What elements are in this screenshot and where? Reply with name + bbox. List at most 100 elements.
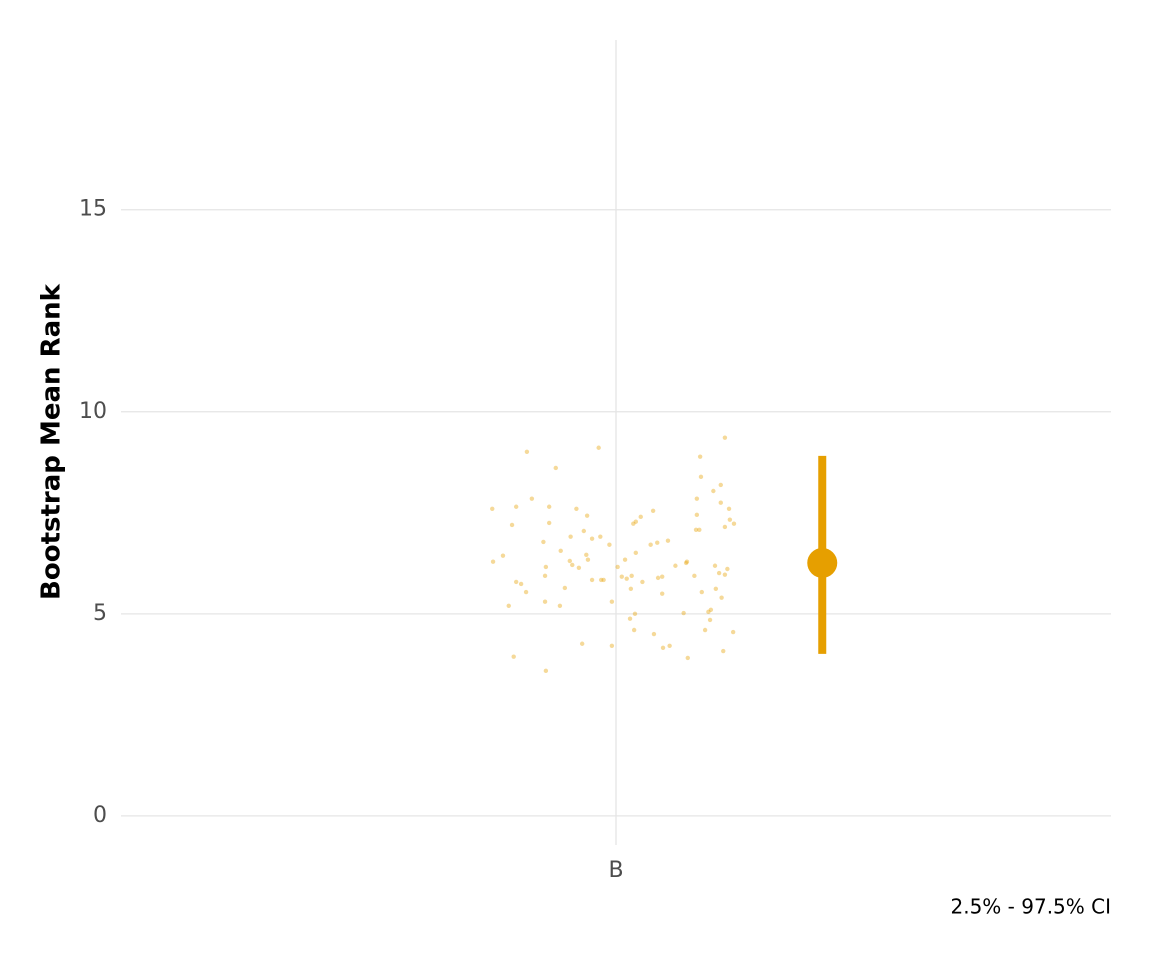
- point: [542, 599, 548, 604]
- point: [681, 610, 686, 616]
- point: [655, 575, 661, 581]
- point: [633, 519, 638, 524]
- point: [511, 654, 516, 659]
- point: [542, 573, 548, 579]
- point: [615, 564, 620, 570]
- y-axis-label: Bootstrap Mean Rank: [37, 283, 67, 600]
- point: [607, 542, 612, 547]
- y-tick-label: 5: [93, 601, 107, 626]
- point: [574, 506, 579, 511]
- point: [589, 577, 595, 583]
- point: [624, 576, 629, 581]
- point: [579, 641, 585, 646]
- point: [628, 586, 634, 591]
- point: [513, 579, 519, 585]
- point: [655, 540, 660, 545]
- point: [576, 565, 582, 570]
- point: [596, 445, 601, 450]
- point: [698, 474, 704, 480]
- point: [716, 570, 722, 576]
- point: [685, 655, 690, 661]
- point: [731, 521, 737, 526]
- point: [546, 520, 552, 526]
- point: [490, 506, 495, 511]
- mean-point: [807, 547, 838, 578]
- point: [529, 496, 535, 501]
- point: [697, 527, 702, 532]
- point: [541, 539, 546, 545]
- point: [562, 585, 568, 591]
- point: [660, 645, 666, 650]
- point: [568, 534, 573, 539]
- point: [684, 559, 690, 564]
- point: [622, 557, 628, 562]
- point: [509, 522, 515, 528]
- point: [712, 563, 718, 568]
- point: [697, 454, 703, 459]
- point: [683, 560, 689, 566]
- point: [708, 607, 714, 613]
- point: [567, 558, 572, 564]
- point: [692, 573, 697, 579]
- y-tick-label: 0: [93, 803, 107, 828]
- point: [726, 506, 732, 511]
- caption: 2.5% - 97.5% CI: [951, 895, 1112, 919]
- point: [722, 572, 728, 577]
- point: [543, 564, 549, 570]
- point: [718, 500, 723, 505]
- point: [702, 627, 708, 633]
- point: [673, 563, 678, 568]
- point: [706, 609, 711, 615]
- point: [524, 449, 530, 454]
- point: [609, 599, 615, 604]
- y-tick-label: 10: [79, 399, 107, 424]
- point: [693, 527, 699, 532]
- point: [631, 627, 637, 633]
- point: [543, 668, 549, 674]
- point: [667, 643, 672, 648]
- point: [718, 482, 723, 488]
- point: [633, 550, 638, 556]
- point: [584, 552, 589, 558]
- point: [609, 643, 615, 648]
- point: [513, 504, 519, 509]
- point: [632, 611, 638, 617]
- y-tick-label: 15: [79, 197, 107, 222]
- point: [546, 504, 552, 509]
- point: [727, 517, 733, 522]
- point: [722, 435, 728, 440]
- point: [506, 603, 511, 608]
- point: [694, 512, 700, 518]
- point: [553, 465, 558, 471]
- point: [713, 586, 719, 591]
- point: [589, 536, 595, 541]
- point: [518, 581, 524, 587]
- point: [699, 589, 704, 595]
- point: [660, 574, 665, 579]
- point: [648, 542, 653, 547]
- point: [725, 566, 730, 572]
- point: [721, 648, 726, 654]
- point: [523, 589, 529, 595]
- point: [722, 524, 728, 530]
- point: [694, 496, 700, 501]
- point: [598, 534, 603, 539]
- point: [629, 573, 634, 579]
- point: [581, 528, 587, 534]
- point: [660, 591, 665, 596]
- point: [619, 574, 624, 579]
- point: [638, 514, 643, 520]
- x-tick-label: B: [608, 858, 623, 883]
- point: [601, 577, 606, 583]
- point: [490, 559, 496, 564]
- point: [650, 508, 656, 513]
- point: [730, 629, 736, 635]
- point: [707, 617, 713, 623]
- point: [631, 521, 636, 526]
- point: [570, 562, 575, 568]
- point: [665, 538, 671, 543]
- point: [585, 557, 591, 562]
- point: [500, 553, 506, 558]
- point: [627, 616, 633, 621]
